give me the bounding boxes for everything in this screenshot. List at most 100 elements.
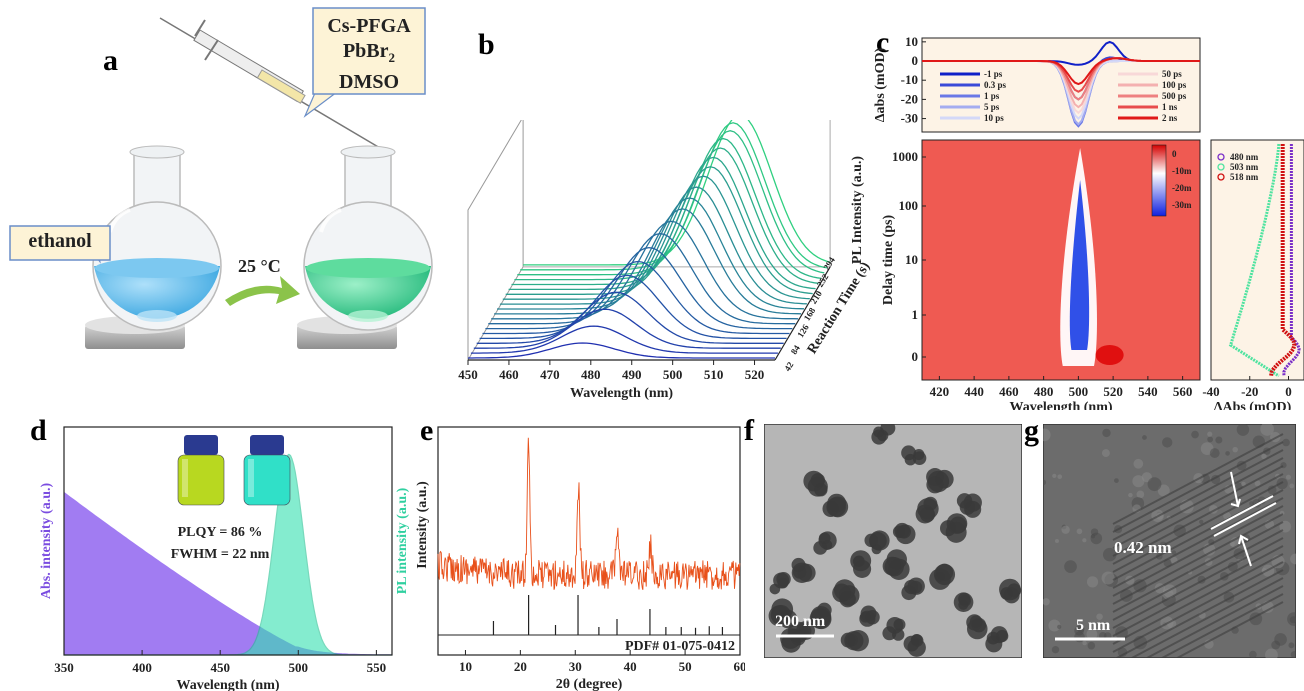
image-noise <box>1171 550 1177 555</box>
legend-marker <box>1217 153 1225 161</box>
pl-spectrum-line <box>502 175 810 300</box>
image-noise <box>1082 538 1087 543</box>
nanoparticle <box>999 578 1021 601</box>
nanoparticle <box>871 544 882 555</box>
image-noise <box>1288 642 1295 649</box>
z-axis <box>774 266 831 361</box>
image-noise <box>1285 474 1292 480</box>
legend-label: 10 ps <box>984 113 1004 123</box>
lattice-fringe <box>1112 449 1284 541</box>
lattice-fringe <box>1112 553 1284 645</box>
image-noise <box>1282 438 1290 447</box>
nanoparticle <box>966 614 983 631</box>
nanoparticle <box>963 493 982 512</box>
colorbar-tick-label: -20m <box>1172 183 1192 193</box>
vial-highlight <box>182 459 188 497</box>
pl-spectrum-line <box>491 220 799 320</box>
image-noise <box>1289 483 1295 489</box>
absorption-area <box>63 491 393 656</box>
x-tick-label: 520 <box>745 367 765 382</box>
image-noise <box>1057 624 1062 629</box>
back-wall-left <box>467 120 524 362</box>
legend-label: 480 nm <box>1230 152 1259 162</box>
image-noise <box>1225 451 1230 456</box>
image-noise <box>1096 613 1103 620</box>
image-noise <box>1265 648 1278 658</box>
x-tick-label: 560 <box>1173 384 1193 399</box>
image-noise <box>1061 525 1070 534</box>
curved-arrow-icon <box>225 276 300 306</box>
z-tick-label: 84 <box>789 343 803 356</box>
image-noise <box>1057 474 1063 480</box>
nanoparticle <box>811 608 832 630</box>
y-tick-label: -10 <box>901 72 918 87</box>
x-tick-label: 50 <box>679 659 692 674</box>
pl-spectrum-line <box>505 166 813 295</box>
image-noise <box>1290 651 1296 658</box>
panel-a-synthesis-scheme <box>9 7 433 349</box>
panel-d-abs-pl-spectra: 350 400 450 500 550 Wavelength (nm) Abs. inten… <box>39 426 410 691</box>
image-noise <box>1236 424 1250 436</box>
x-tick-label: 30 <box>569 659 582 674</box>
image-noise <box>1086 576 1099 588</box>
nanoparticle <box>768 605 790 627</box>
flask-right-icon <box>297 145 433 349</box>
y-tick-label: 0 <box>912 53 919 68</box>
image-noise <box>1162 437 1173 448</box>
image-noise <box>1191 430 1199 439</box>
panel-label-e: e <box>420 414 434 447</box>
x-tick-label: 500 <box>1069 384 1089 399</box>
x-tick-label: 10 <box>459 659 472 674</box>
x-tick-label: 20 <box>514 659 527 674</box>
nanoparticle <box>840 632 856 648</box>
x-tick-label: 500 <box>289 660 309 675</box>
image-noise <box>1157 484 1170 497</box>
panel-e-xrd-pattern: PDF# 01-075-0412 10 20 30 40 50 60 2θ (degree) I… <box>415 426 745 691</box>
panel-g-hrtem-image <box>1043 424 1296 658</box>
image-noise <box>1254 480 1261 487</box>
lattice-fringe <box>1112 521 1284 613</box>
x-tick-label: 350 <box>54 660 74 675</box>
nanoparticle <box>907 638 926 657</box>
x-tick-label: 450 <box>210 660 230 675</box>
image-noise <box>1215 436 1223 444</box>
temperature-label: 25 °C <box>238 256 281 276</box>
image-noise <box>1043 479 1047 486</box>
image-noise <box>1048 619 1061 632</box>
colorbar-tick-label: 0 <box>1172 149 1177 159</box>
x-tick-label: -40 <box>1202 384 1219 399</box>
nanoparticle <box>873 426 884 438</box>
z-tick-label: 210 <box>808 288 824 305</box>
legend-label: 1 ns <box>1162 102 1178 112</box>
lattice-fringe <box>1112 433 1284 525</box>
image-noise <box>1142 435 1147 440</box>
legend-marker <box>1217 173 1225 181</box>
image-noise <box>1101 449 1110 458</box>
arrow-up-icon <box>1238 534 1252 567</box>
vial-body-icon <box>177 454 225 506</box>
legend-label: 503 nm <box>1230 162 1259 172</box>
z-axis-title: Reaction Time (s) <box>805 259 874 356</box>
lattice-fringe <box>1112 473 1284 565</box>
panel-label-a: a <box>103 44 118 77</box>
lattice-fringe <box>1112 561 1284 653</box>
lattice-fringe <box>1144 585 1284 658</box>
image-noise <box>1232 446 1238 453</box>
x-tick-label: 500 <box>663 367 683 382</box>
xrd-pattern-line <box>437 437 741 590</box>
syringe-icon <box>159 17 381 149</box>
x-tick-label: 550 <box>367 660 387 675</box>
image-noise <box>1207 431 1213 437</box>
nanoparticle <box>818 531 837 550</box>
y-tick-label: 100 <box>899 198 919 213</box>
x-axis-title: Wavelength (nm) <box>176 678 279 691</box>
image-noise <box>1102 547 1117 562</box>
image-noise <box>1287 612 1296 626</box>
image-noise <box>1114 478 1119 483</box>
image-noise <box>1102 428 1111 438</box>
top-y-title: Δabs (mOD) <box>873 47 888 122</box>
pl-spectrum-line <box>517 130 825 276</box>
image-noise <box>1274 633 1287 646</box>
image-noise <box>1133 458 1144 469</box>
